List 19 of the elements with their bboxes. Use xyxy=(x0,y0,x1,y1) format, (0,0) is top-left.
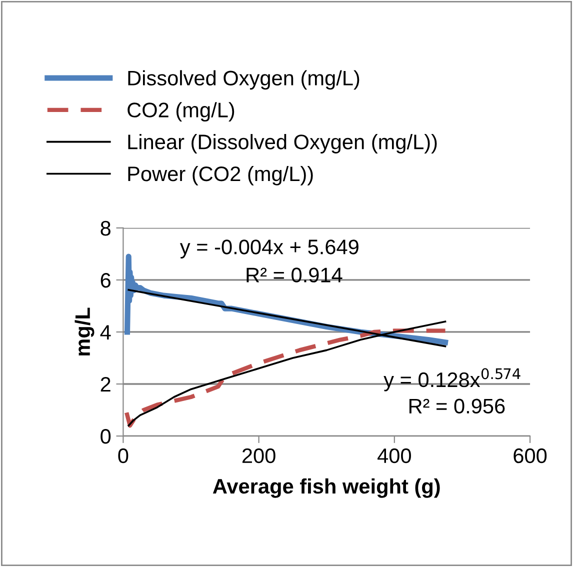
y-tick-label: 6 xyxy=(100,272,110,288)
x-tick-label: 400 xyxy=(378,448,411,464)
x-axis-title: Average fish weight (g) xyxy=(212,478,440,498)
annotation: R² = 0.914 xyxy=(246,268,342,282)
y-axis-title: mg/L xyxy=(74,308,94,356)
annotation: R² = 0.956 xyxy=(409,398,505,414)
annotation: y = 0.128x$^{0.574}$ xyxy=(384,368,520,392)
y-tick-label: 2 xyxy=(100,377,110,392)
annotation: y = -0.004x + 5.649 xyxy=(180,240,358,258)
x-tick-label: 0 xyxy=(118,448,128,464)
legend-label: Power (CO2 (mg/L)) xyxy=(128,166,313,186)
y-tick-label: 4 xyxy=(100,325,111,340)
x-tick-label: 200 xyxy=(242,448,276,464)
x-tick-label: 600 xyxy=(514,448,547,464)
legend-label: Dissolved Oxygen (mg/L) xyxy=(128,70,360,90)
legend-label: Linear (Dissolved Oxygen (mg/L)) xyxy=(128,134,437,154)
legend-label: CO2 (mg/L) xyxy=(128,102,234,122)
y-tick-label: 8 xyxy=(100,220,110,236)
y-tick-label: 0 xyxy=(100,429,111,444)
